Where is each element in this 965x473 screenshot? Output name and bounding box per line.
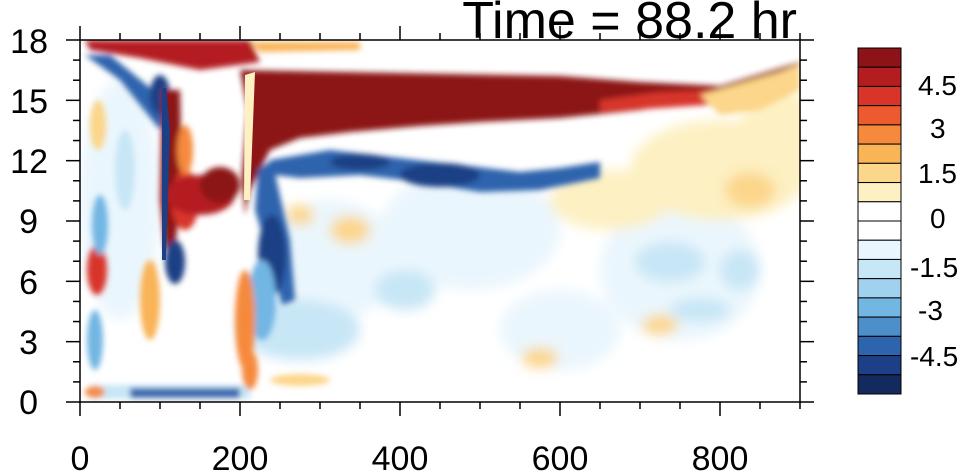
y-tick-label: 9 (19, 203, 38, 241)
y-tick-label: 6 (19, 264, 38, 302)
colorbar-swatch (857, 47, 902, 68)
colorbar-label: -4.5 (910, 341, 958, 372)
colorbar-swatch (857, 105, 902, 126)
y-tick-labels: 0 3 6 9 12 15 18 (10, 23, 48, 422)
colorbar-swatch (857, 355, 902, 376)
colorbar-label: -3 (918, 295, 943, 326)
colorbar-swatch (857, 316, 902, 337)
colorbar-swatch (857, 85, 902, 107)
colorbar-label: -1.5 (910, 252, 958, 283)
colorbar-swatch (857, 278, 902, 299)
colorbar-swatch (857, 335, 902, 357)
colorbar-label: 1.5 (918, 158, 957, 189)
x-tick-label: 0 (71, 440, 90, 473)
y-axis (66, 39, 814, 403)
colorbar-swatch (857, 297, 902, 318)
x-tick-label: 200 (212, 440, 269, 473)
colorbar-swatch (857, 220, 902, 241)
colorbar-label: 3 (930, 113, 946, 144)
colorbar-swatch (857, 239, 902, 260)
colorbar-label: 0 (930, 203, 946, 234)
x-tick-labels: 0 200 400 600 800 (71, 440, 749, 473)
y-tick-label: 3 (19, 324, 38, 362)
y-tick-label: 15 (10, 83, 48, 121)
chart-title: Time = 88.2 hr (462, 0, 797, 50)
colorbar-swatch (857, 162, 902, 184)
y-tick-label: 0 (19, 384, 38, 422)
x-axis (79, 26, 801, 416)
colorbar-swatch (857, 374, 902, 395)
colorbar-swatch (857, 124, 902, 145)
background-mottle (80, 80, 800, 370)
colorbar-labels: 4.5 3 1.5 0 -1.5 -3 -4.5 (910, 70, 958, 372)
x-tick-label: 800 (692, 440, 749, 473)
x-tick-label: 400 (372, 440, 429, 473)
y-tick-label: 18 (10, 23, 48, 61)
colorbar-swatch (857, 201, 902, 222)
x-tick-label: 600 (532, 440, 589, 473)
colorbar-swatch (857, 66, 902, 87)
main-features (85, 40, 800, 399)
colorbar-swatch (857, 258, 902, 280)
y-tick-label: 12 (10, 143, 48, 181)
colorbar-swatch (857, 143, 902, 164)
colorbar-swatch (857, 182, 902, 203)
heatmap-field (80, 40, 800, 402)
colorbar (857, 47, 902, 395)
colorbar-label: 4.5 (918, 70, 957, 101)
